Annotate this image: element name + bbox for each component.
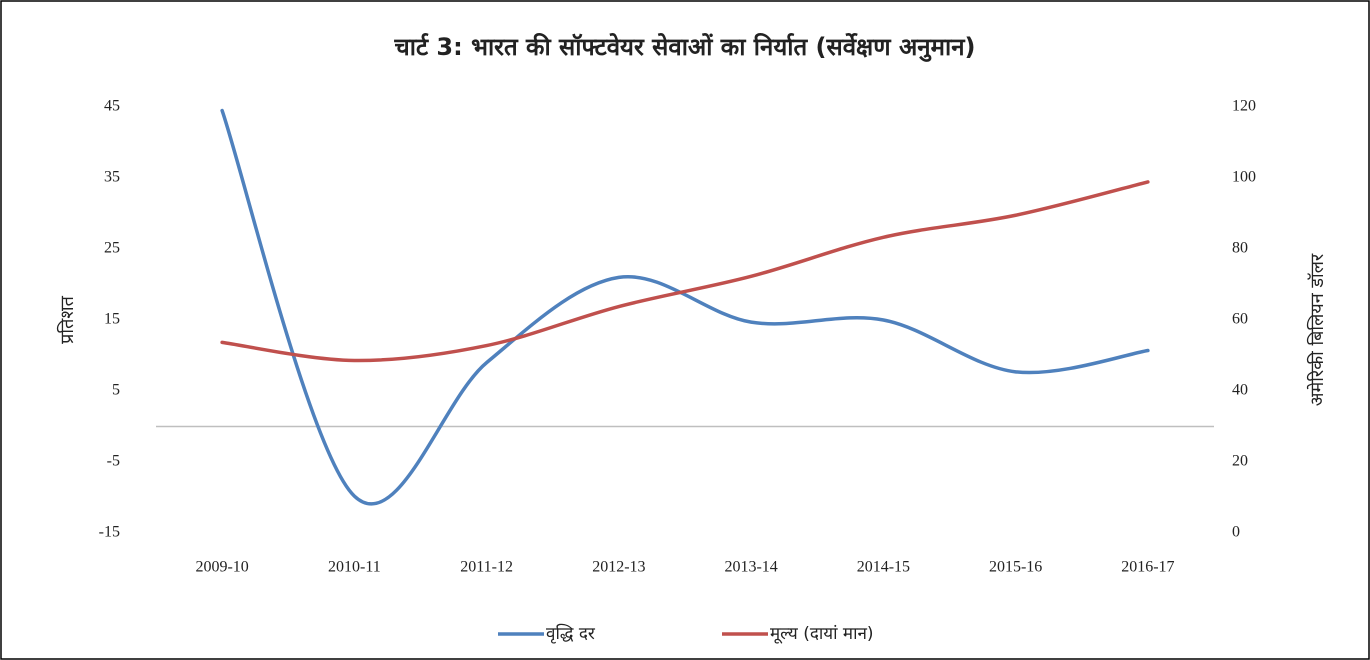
x-tick-label: 2009-10 [195,559,248,576]
series-line [220,108,1150,506]
y-tick-label: 25 [104,240,120,257]
legend-label: मूल्य (दायां मान) [770,624,874,644]
x-tick-label: 2012-13 [592,559,645,576]
y-tick-label: 5 [112,382,120,399]
y2-tick-label: 80 [1232,240,1248,257]
x-tick-label: 2011-12 [460,559,513,576]
x-tick-label: 2013-14 [724,559,777,576]
chart-title: चार्ट 3: भारत की सॉफ्टवेयर सेवाओं का निर… [394,33,976,62]
y-tick-label: 45 [104,98,120,115]
y-tick-label: -5 [107,453,120,470]
y2-tick-label: 60 [1232,311,1248,328]
y2-tick-label: 120 [1232,98,1256,115]
y-tick-label: 35 [104,169,120,186]
y-tick-label: 15 [104,311,120,328]
series-line [220,180,1150,363]
x-tick-label: 2016-17 [1121,559,1174,576]
y2-tick-label: 0 [1232,524,1240,541]
y2-axis-title: अमेरिकी बिलियन डॉलर [1306,253,1328,406]
y-tick-label: -15 [99,524,120,541]
x-tick-label: 2015-16 [989,559,1042,576]
y2-tick-label: 40 [1232,382,1248,399]
x-tick-label: 2010-11 [328,559,381,576]
y2-tick-label: 20 [1232,453,1248,470]
y2-tick-label: 100 [1232,169,1256,186]
legend-label: वृद्धि दर [546,623,596,644]
x-tick-label: 2014-15 [857,559,910,576]
y-axis-title: प्रतिशत [56,295,78,343]
